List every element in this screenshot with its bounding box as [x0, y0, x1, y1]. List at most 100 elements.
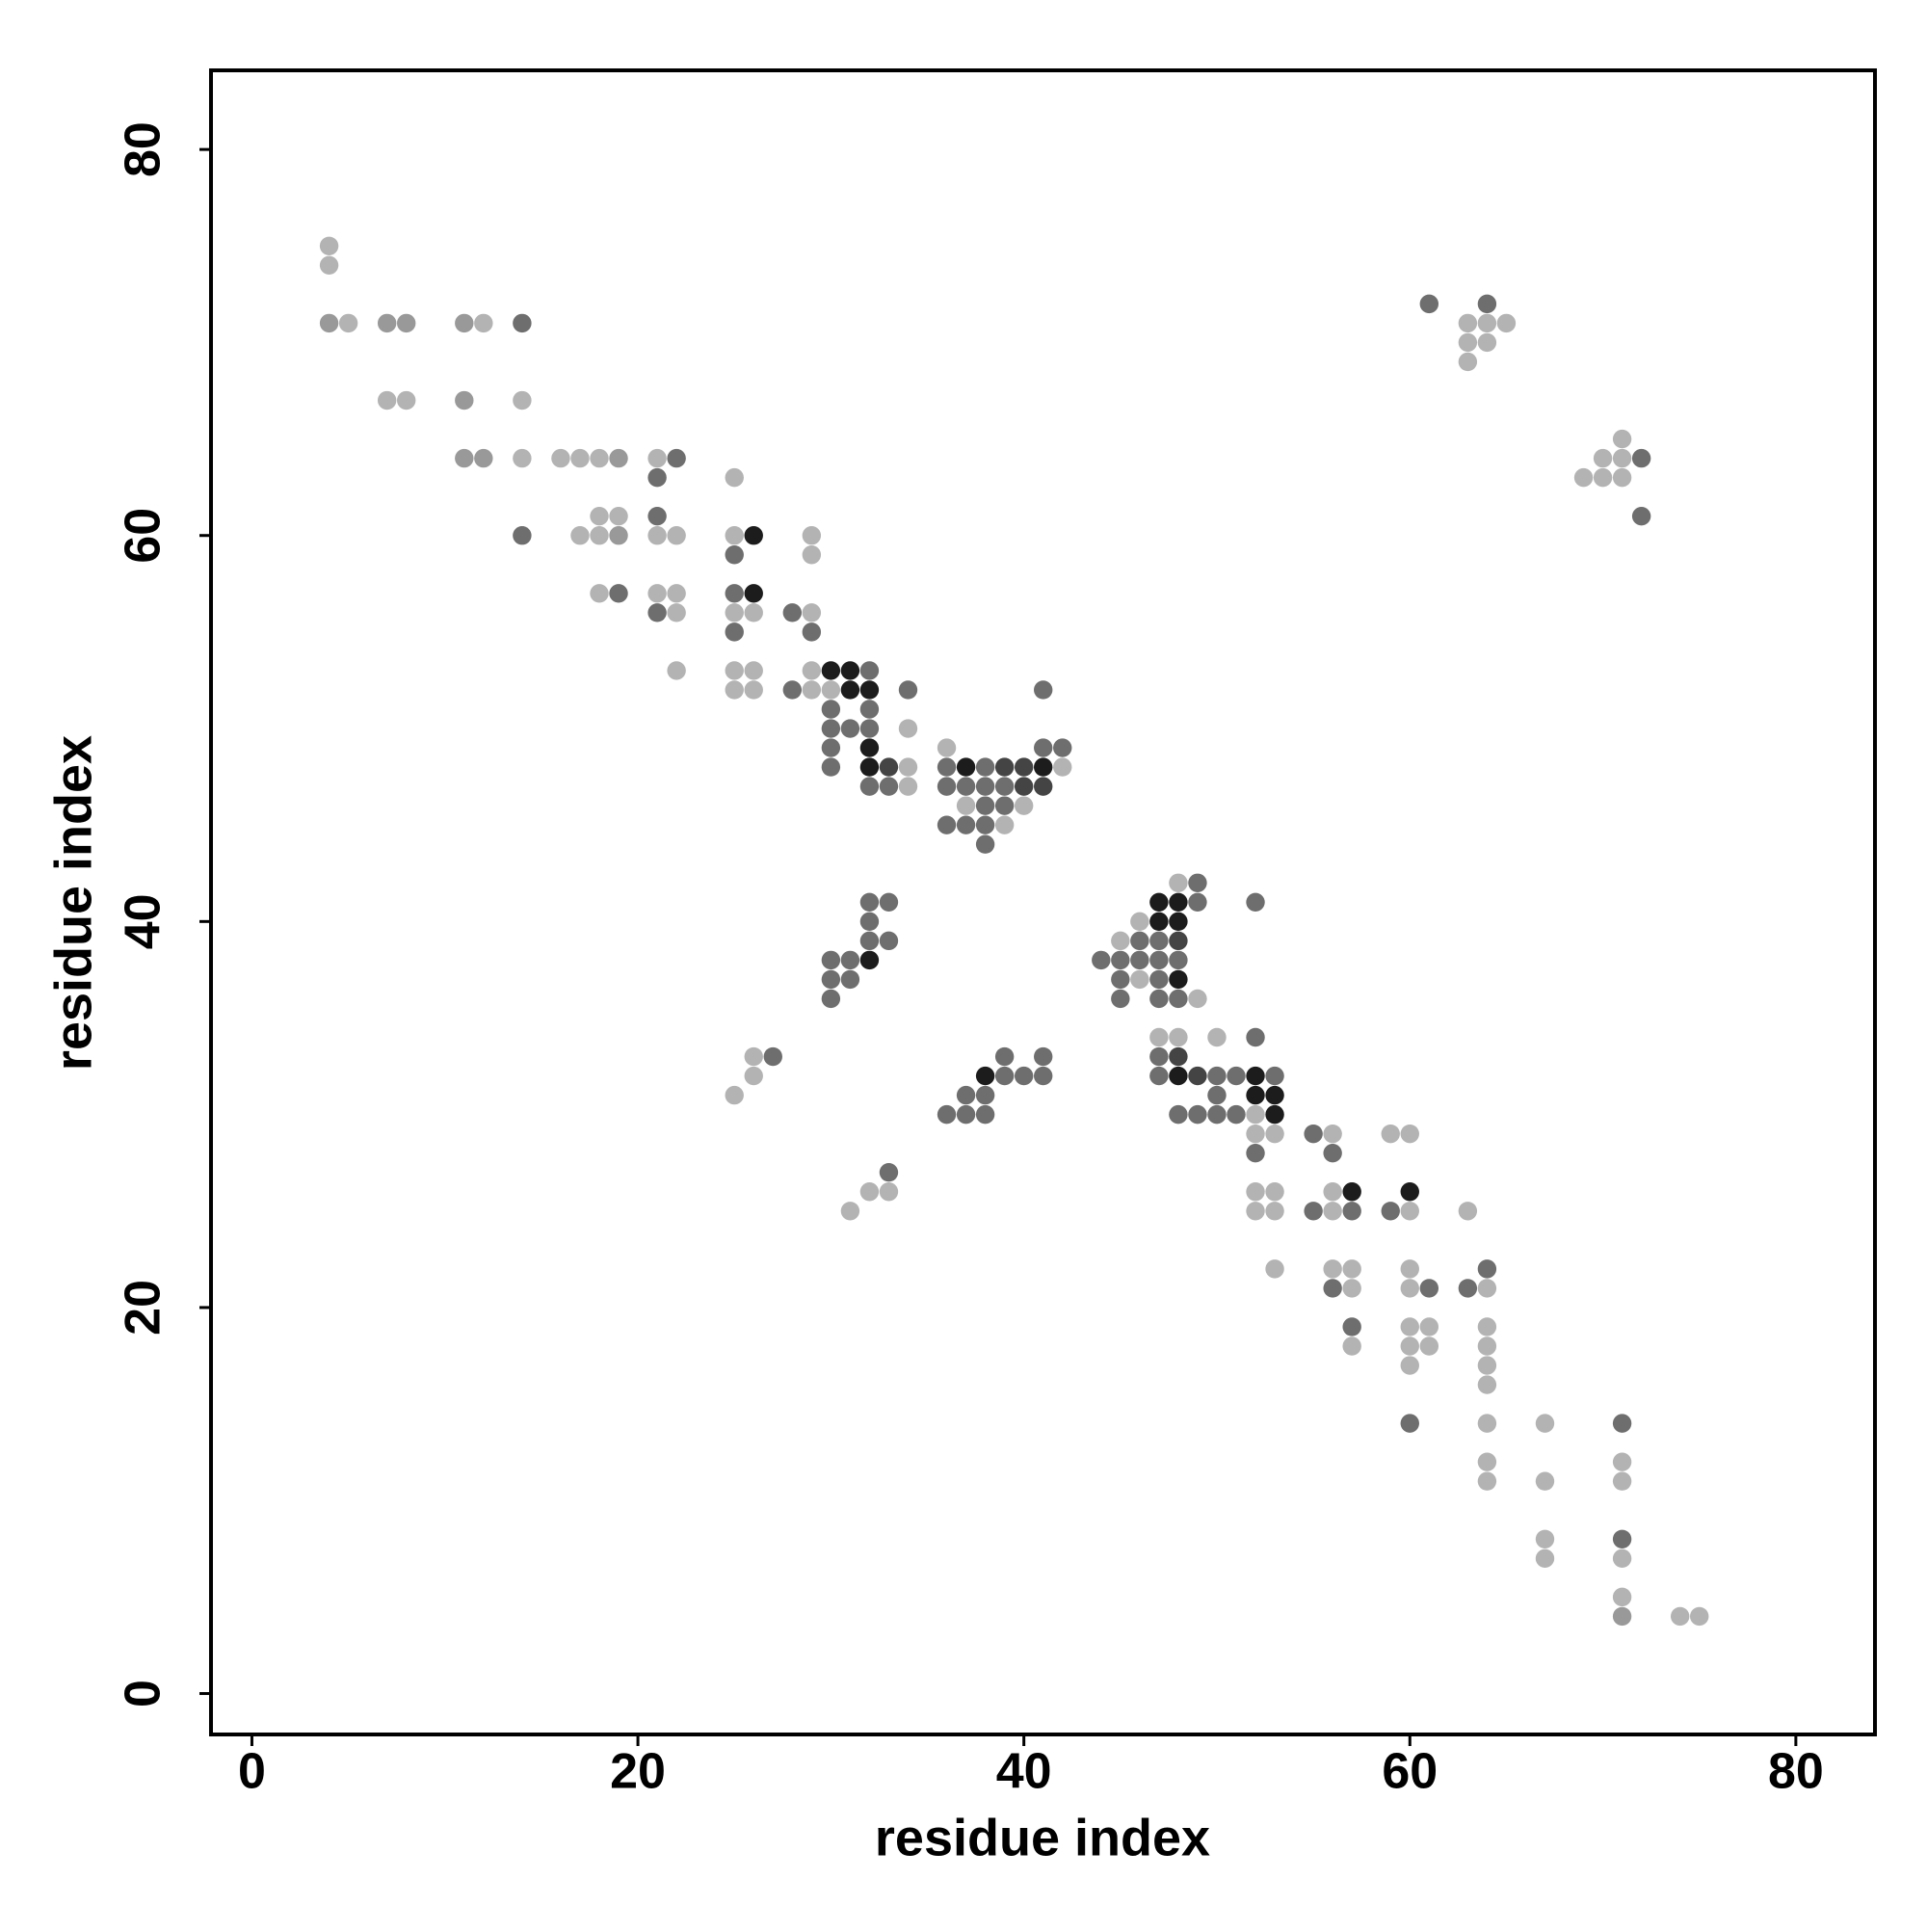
- contact-point: [1342, 1279, 1361, 1298]
- contact-point: [1092, 950, 1111, 970]
- contact-point: [1612, 1471, 1632, 1491]
- contact-point: [1631, 448, 1651, 468]
- contact-point: [1496, 313, 1517, 333]
- contact-point: [937, 757, 957, 777]
- contact-point: [1227, 1104, 1246, 1125]
- contact-point: [551, 448, 570, 468]
- contact-point: [1535, 1548, 1555, 1569]
- y-tick-label: 80: [116, 121, 172, 177]
- contact-point: [937, 815, 957, 834]
- contact-point: [1612, 1587, 1632, 1607]
- contact-point: [1169, 892, 1188, 912]
- contact-point: [1458, 313, 1478, 333]
- contact-point: [1034, 1046, 1053, 1067]
- contact-point: [397, 313, 416, 333]
- contact-point: [474, 448, 493, 468]
- contact-point: [397, 390, 416, 410]
- contact-point: [1034, 1066, 1053, 1086]
- contact-point: [879, 757, 899, 777]
- contact-point: [975, 815, 995, 834]
- contact-point: [1477, 1279, 1497, 1298]
- contact-point: [590, 448, 609, 468]
- contact-point: [1149, 1066, 1169, 1086]
- contact-point: [956, 815, 976, 834]
- contact-point: [609, 506, 628, 526]
- contact-point: [667, 584, 686, 603]
- contact-point: [975, 757, 995, 777]
- contact-point: [744, 1046, 763, 1067]
- contact-point: [1612, 1529, 1632, 1548]
- contact-point: [1458, 1279, 1478, 1298]
- contact-point: [1593, 467, 1613, 488]
- contact-point: [1323, 1202, 1342, 1221]
- contact-point: [802, 526, 822, 545]
- contact-point: [1419, 294, 1439, 314]
- contact-point: [1323, 1259, 1342, 1279]
- contact-point: [1342, 1337, 1361, 1356]
- contact-point: [647, 506, 667, 526]
- contact-point: [1188, 873, 1207, 892]
- contact-point: [1034, 757, 1053, 777]
- contact-point: [937, 777, 957, 796]
- y-tick-label: 20: [116, 1280, 172, 1336]
- contact-point: [1593, 448, 1613, 468]
- contact-point: [898, 777, 918, 796]
- contact-point: [1342, 1202, 1361, 1221]
- contact-point: [821, 757, 841, 777]
- contact-point: [1477, 1356, 1497, 1375]
- contact-point: [590, 584, 609, 603]
- contact-point: [455, 313, 474, 333]
- contact-point: [570, 526, 590, 545]
- contact-point: [879, 892, 899, 912]
- contact-point: [975, 1085, 995, 1105]
- contact-point: [859, 777, 880, 796]
- contact-point: [1149, 892, 1169, 912]
- contact-point: [821, 969, 841, 990]
- contact-point: [1246, 1085, 1265, 1105]
- contact-point: [725, 467, 744, 488]
- contact-point: [1169, 931, 1188, 951]
- contact-point: [859, 757, 880, 777]
- contact-point: [1169, 912, 1188, 932]
- contact-point: [802, 661, 822, 680]
- contact-point: [1034, 738, 1053, 757]
- contact-point: [1169, 1046, 1188, 1067]
- contact-point: [1573, 467, 1594, 488]
- contact-point: [1400, 1317, 1419, 1337]
- contact-point: [782, 603, 803, 622]
- contact-point: [1690, 1606, 1709, 1627]
- contact-point: [1130, 912, 1149, 932]
- contact-point: [1111, 989, 1130, 1009]
- contact-point: [744, 661, 763, 680]
- contact-point: [1130, 969, 1149, 990]
- contact-point: [1149, 912, 1169, 932]
- contact-point: [1149, 931, 1169, 951]
- contact-point: [1458, 1202, 1478, 1221]
- contact-point: [859, 950, 880, 970]
- contact-point: [1612, 1452, 1632, 1471]
- contact-point: [1169, 1104, 1188, 1125]
- y-tick-label: 40: [116, 893, 172, 949]
- contact-point: [647, 526, 667, 545]
- contact-point: [1342, 1182, 1361, 1202]
- x-tick-label: 40: [996, 1744, 1052, 1800]
- contact-point: [338, 313, 358, 333]
- contact-point: [956, 796, 976, 815]
- contact-point: [859, 680, 880, 700]
- contact-point: [1419, 1337, 1439, 1356]
- contact-point: [821, 700, 841, 719]
- contact-point: [859, 738, 880, 757]
- contact-point: [782, 680, 803, 700]
- contact-point: [1207, 1027, 1227, 1047]
- contact-point: [956, 1104, 976, 1125]
- contact-point: [319, 255, 339, 276]
- contact-point: [859, 892, 880, 912]
- contact-point: [1149, 1027, 1169, 1047]
- contact-point: [975, 796, 995, 815]
- contact-point: [802, 545, 822, 565]
- contact-point: [840, 969, 860, 990]
- contact-point: [1053, 757, 1072, 777]
- contact-point: [763, 1046, 782, 1067]
- contact-point: [802, 680, 822, 700]
- contact-point: [725, 545, 744, 565]
